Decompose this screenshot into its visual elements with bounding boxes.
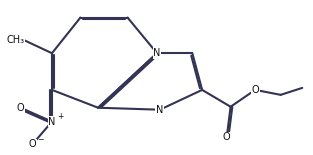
Text: −: − — [37, 135, 43, 144]
Text: O: O — [17, 103, 24, 113]
Text: N: N — [156, 105, 164, 115]
Text: O: O — [28, 139, 36, 149]
Text: +: + — [58, 112, 64, 121]
Text: N: N — [48, 117, 56, 127]
Text: O: O — [223, 133, 230, 142]
Text: O: O — [251, 85, 259, 95]
Text: CH₃: CH₃ — [6, 35, 24, 45]
Text: N: N — [153, 48, 161, 58]
